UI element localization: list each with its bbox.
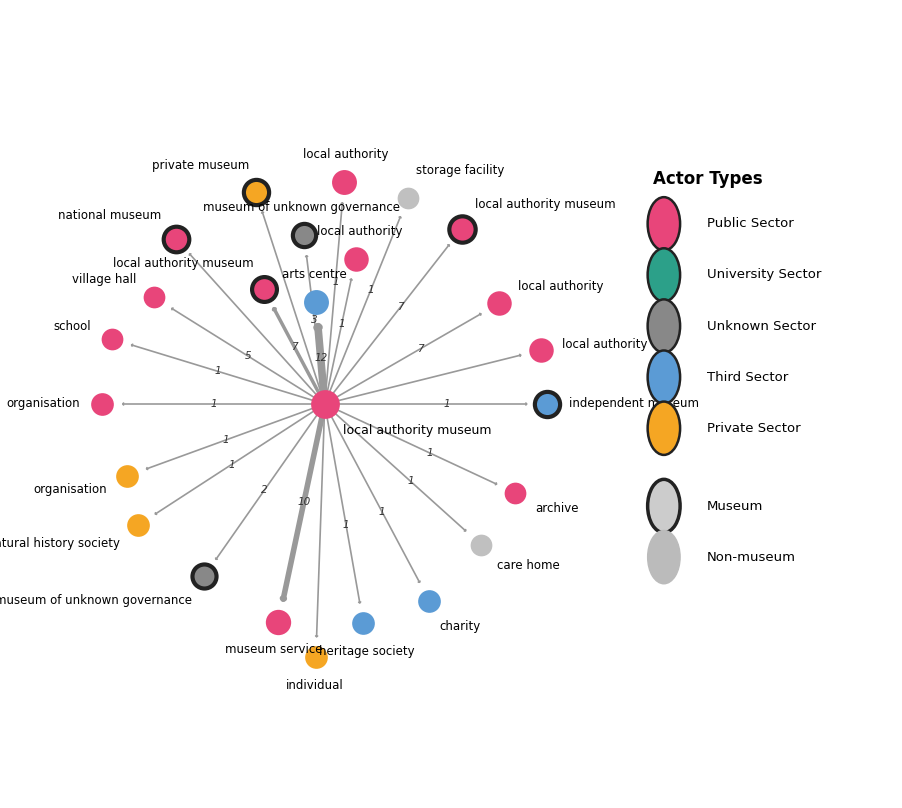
Text: archive: archive <box>535 502 578 515</box>
Text: 1: 1 <box>367 285 374 296</box>
Text: 2: 2 <box>261 485 268 495</box>
Text: heritage society: heritage society <box>319 645 415 658</box>
Text: Non-museum: Non-museum <box>707 550 796 564</box>
Point <box>169 232 183 245</box>
Text: Unknown Sector: Unknown Sector <box>707 319 816 333</box>
Point <box>256 283 271 296</box>
Text: Actor Types: Actor Types <box>653 170 763 188</box>
Text: Museum: Museum <box>707 499 763 512</box>
Text: care home: care home <box>497 559 560 572</box>
Point <box>422 594 437 607</box>
Text: village hall: village hall <box>71 273 136 286</box>
Text: organisation: organisation <box>7 398 80 410</box>
Text: storage facility: storage facility <box>416 165 504 178</box>
Circle shape <box>648 248 680 301</box>
Text: arts centre: arts centre <box>281 267 346 280</box>
Text: 1: 1 <box>223 435 229 445</box>
Point <box>131 519 145 532</box>
Point <box>492 297 506 310</box>
Point <box>249 186 263 199</box>
Circle shape <box>648 299 680 352</box>
Text: 5: 5 <box>244 351 252 361</box>
Text: 1: 1 <box>408 477 414 486</box>
Point <box>474 538 488 551</box>
Circle shape <box>648 479 680 532</box>
Point <box>95 398 109 410</box>
Circle shape <box>648 351 680 404</box>
Text: local authority: local authority <box>318 225 403 238</box>
Text: national museum: national museum <box>58 209 161 222</box>
Point <box>308 651 323 664</box>
Text: museum of unknown governance: museum of unknown governance <box>203 200 400 213</box>
Text: local authority: local authority <box>303 148 389 161</box>
Point <box>455 222 469 235</box>
Point <box>400 191 415 204</box>
Text: Public Sector: Public Sector <box>707 217 794 230</box>
Text: independent museum: independent museum <box>569 398 699 410</box>
Text: local authority museum: local authority museum <box>475 199 616 212</box>
Text: local authority museum: local authority museum <box>113 257 253 270</box>
Text: individual: individual <box>286 679 344 692</box>
Point <box>120 469 134 482</box>
Text: 7: 7 <box>397 302 403 313</box>
Text: Private Sector: Private Sector <box>707 422 801 435</box>
Text: local authority: local authority <box>518 280 603 292</box>
Text: 1: 1 <box>379 507 385 517</box>
Point <box>147 291 161 304</box>
Text: 1: 1 <box>228 460 235 469</box>
Text: 3: 3 <box>311 314 318 325</box>
Text: 7: 7 <box>291 342 298 351</box>
Point <box>508 486 522 499</box>
Point <box>337 175 352 188</box>
Text: 1: 1 <box>215 367 222 377</box>
Point <box>348 252 363 265</box>
Point <box>272 616 286 629</box>
Text: 1: 1 <box>444 399 450 409</box>
Text: charity: charity <box>439 620 481 633</box>
Point <box>356 617 371 629</box>
Point <box>308 296 323 309</box>
Text: 1: 1 <box>343 520 349 529</box>
Text: 12: 12 <box>314 353 327 364</box>
Circle shape <box>648 197 680 250</box>
Point <box>534 343 548 356</box>
Circle shape <box>648 531 680 584</box>
Text: 1: 1 <box>210 399 216 409</box>
Point <box>197 570 211 583</box>
Text: museum of unknown governance: museum of unknown governance <box>0 594 192 607</box>
Text: school: school <box>53 320 91 333</box>
Text: private museum: private museum <box>152 158 249 171</box>
Text: museum service: museum service <box>226 643 323 656</box>
Text: 10: 10 <box>298 497 310 507</box>
Text: Third Sector: Third Sector <box>707 371 788 384</box>
Text: University Sector: University Sector <box>707 268 822 281</box>
Text: 1: 1 <box>338 319 345 329</box>
Point <box>318 398 332 410</box>
Text: 7: 7 <box>417 343 424 354</box>
Text: 1: 1 <box>427 448 433 458</box>
Point <box>540 398 555 410</box>
Point <box>297 229 311 242</box>
Text: local authority: local authority <box>562 339 648 351</box>
Point <box>105 332 119 345</box>
Text: 1: 1 <box>332 277 339 287</box>
Text: organisation: organisation <box>33 483 106 496</box>
Text: natural history society: natural history society <box>0 537 120 550</box>
Text: local authority museum: local authority museum <box>344 424 492 437</box>
Circle shape <box>648 402 680 455</box>
